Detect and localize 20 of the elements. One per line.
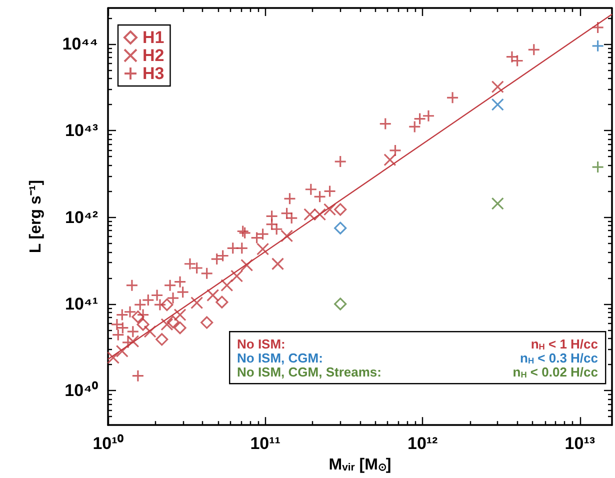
x-tick-label: 10¹⁰ xyxy=(92,434,124,454)
y-tick-label: 10⁴¹ xyxy=(65,294,98,314)
annotation: No ISM, CGM, Streams: xyxy=(237,364,382,380)
annotation: nH < 0.02 H/cc xyxy=(512,364,598,380)
x-axis-title: Mvir [M⊙] xyxy=(328,456,392,474)
y-tick-label: 10⁴³ xyxy=(65,121,98,140)
x-tick-label: 10¹¹ xyxy=(250,434,281,454)
y-tick-label: 10⁴⁴ xyxy=(62,34,98,54)
legend-label: H2 xyxy=(142,46,164,65)
annotation: nH < 1 H/cc xyxy=(530,336,598,352)
annotation: nH < 0.3 H/cc xyxy=(520,350,598,366)
legend-label: H1 xyxy=(142,28,164,47)
y-tick-label: 10⁴² xyxy=(65,208,98,227)
annotation: No ISM: xyxy=(237,336,286,352)
legend-label: H3 xyxy=(142,64,164,83)
x-tick-label: 10¹³ xyxy=(564,434,596,454)
annotation: No ISM, CGM: xyxy=(237,350,323,366)
y-axis-title: L [erg s⁻¹] xyxy=(28,180,44,254)
x-tick-label: 10¹² xyxy=(407,434,438,454)
y-tick-label: 10⁴⁰ xyxy=(64,381,98,400)
